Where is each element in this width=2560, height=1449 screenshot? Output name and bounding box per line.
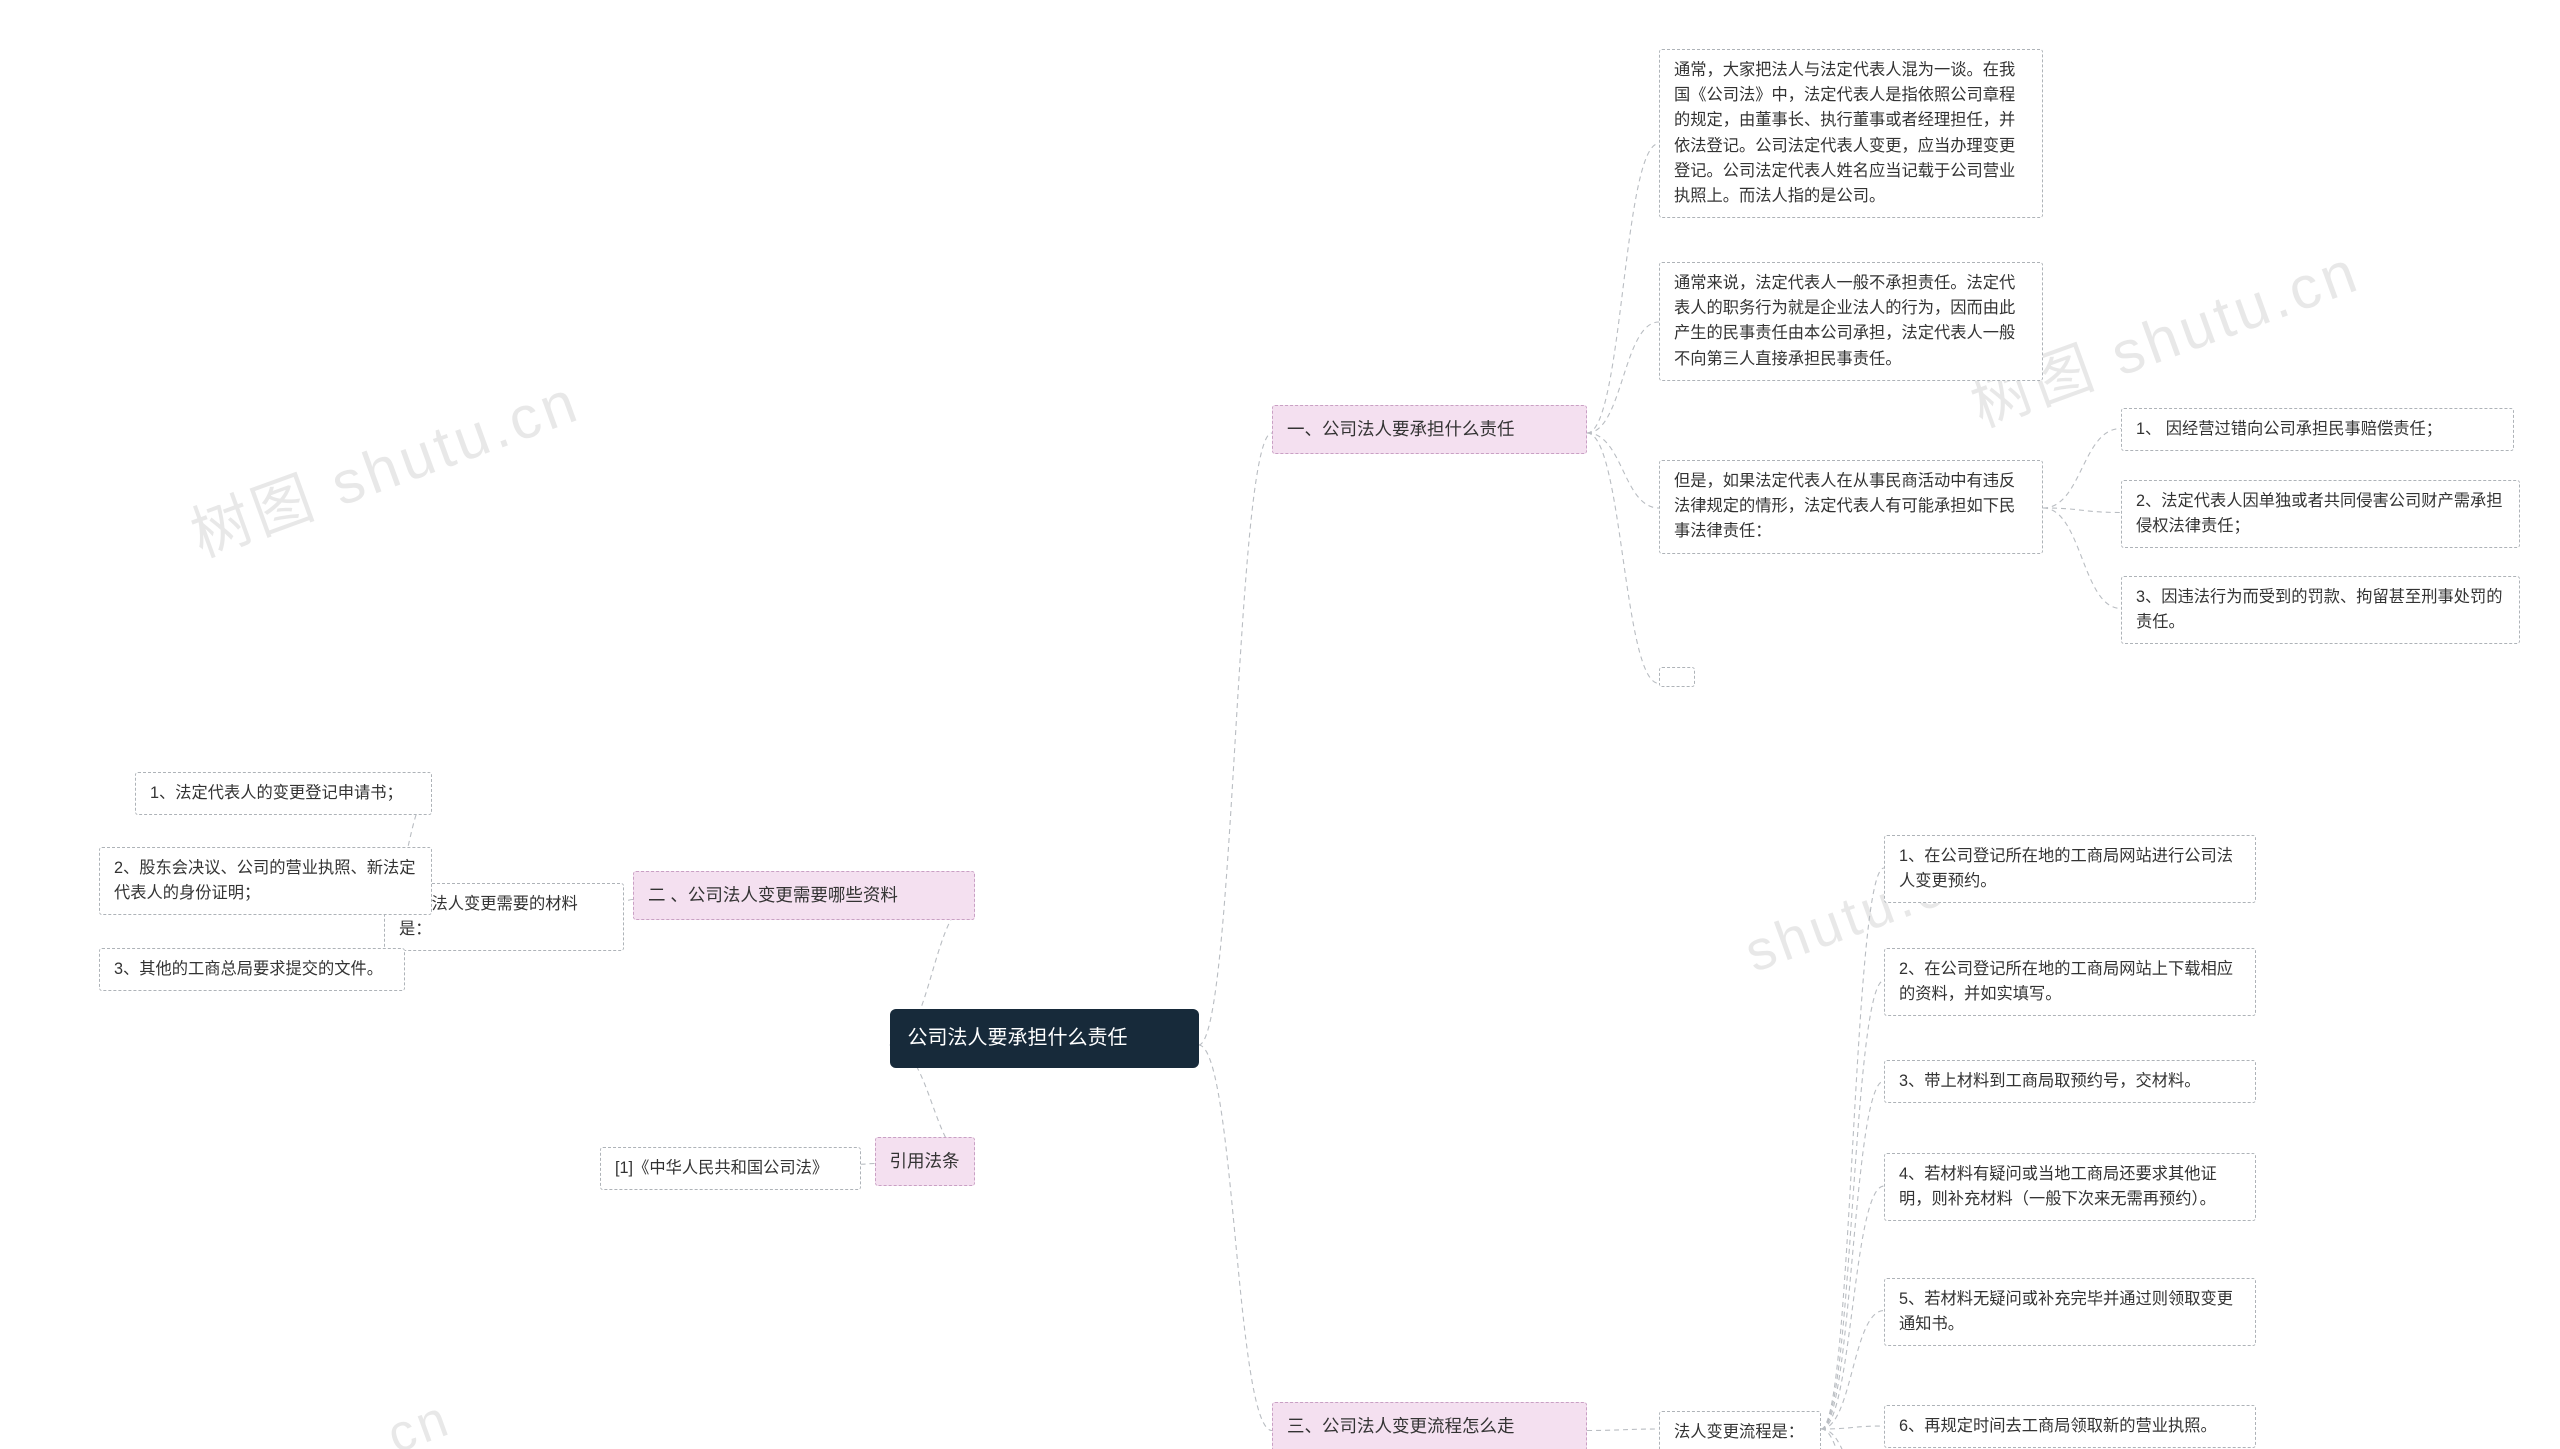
leaf-node: 5、若材料无疑问或补充完毕并通过则领取变更通知书。 bbox=[1884, 1278, 2256, 1346]
branch-section-3: 三、公司法人变更流程怎么走 bbox=[1272, 1402, 1587, 1449]
leaf-node-empty bbox=[1659, 667, 1695, 687]
leaf-node: 通常来说，法定代表人一般不承担责任。法定代表人的职务行为就是企业法人的行为，因而… bbox=[1659, 262, 2043, 381]
leaf-node: 6、再规定时间去工商局领取新的营业执照。 bbox=[1884, 1405, 2256, 1448]
leaf-node: 2、法定代表人因单独或者共同侵害公司财产需承担侵权法律责任； bbox=[2121, 480, 2520, 548]
leaf-node: 通常，大家把法人与法定代表人混为一谈。在我国《公司法》中，法定代表人是指依照公司… bbox=[1659, 49, 2043, 218]
leaf-node: 法人变更流程是： bbox=[1659, 1411, 1821, 1449]
leaf-node: 2、在公司登记所在地的工商局网站上下载相应的资料，并如实填写。 bbox=[1884, 948, 2256, 1016]
watermark: 树图 shutu.cn bbox=[177, 353, 590, 574]
leaf-node: [1]《中华人民共和国公司法》 bbox=[600, 1147, 861, 1190]
leaf-node: 2、股东会决议、公司的营业执照、新法定代表人的身份证明； bbox=[99, 847, 432, 915]
mindmap-root: 公司法人要承担什么责任 bbox=[890, 1009, 1199, 1068]
branch-section-1: 一、公司法人要承担什么责任 bbox=[1272, 405, 1587, 454]
leaf-node: 但是，如果法定代表人在从事民商活动中有违反法律规定的情形，法定代表人有可能承担如… bbox=[1659, 460, 2043, 554]
branch-references: 引用法条 bbox=[875, 1137, 976, 1186]
leaf-node: 4、若材料有疑问或当地工商局还要求其他证明，则补充材料（一般下次来无需再预约）。 bbox=[1884, 1153, 2256, 1221]
branch-section-2: 二 、公司法人变更需要哪些资料 bbox=[633, 871, 975, 920]
leaf-node: 1、 因经营过错向公司承担民事赔偿责任； bbox=[2121, 408, 2514, 451]
leaf-node: 3、因违法行为而受到的罚款、拘留甚至刑事处罚的责任。 bbox=[2121, 576, 2520, 644]
leaf-node: 1、法定代表人的变更登记申请书； bbox=[135, 772, 432, 815]
leaf-node: 3、带上材料到工商局取预约号，交材料。 bbox=[1884, 1060, 2256, 1103]
watermark: .cn bbox=[362, 1388, 459, 1449]
leaf-node: 3、其他的工商总局要求提交的文件。 bbox=[99, 948, 405, 991]
leaf-node: 1、在公司登记所在地的工商局网站进行公司法人变更预约。 bbox=[1884, 835, 2256, 903]
connectors-layer bbox=[0, 0, 2560, 1449]
